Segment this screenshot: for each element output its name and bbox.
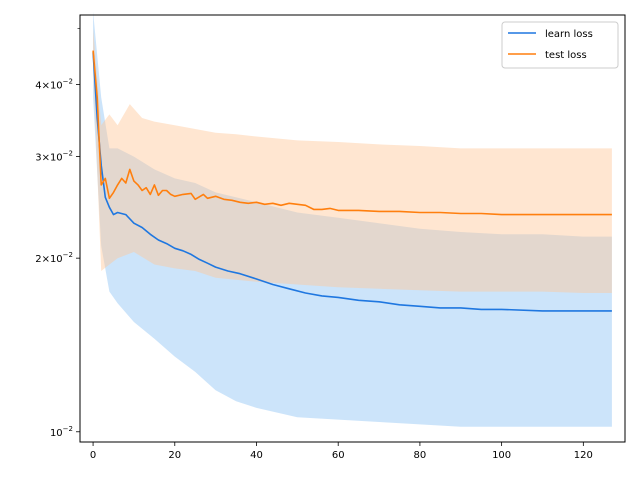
x-tick-label: 20 — [168, 450, 181, 461]
y-tick-label: 3×10−2 — [35, 150, 73, 164]
test-loss-legend-label: test loss — [545, 50, 587, 61]
series-lines — [92, 50, 612, 312]
y-tick-label: 10−2 — [50, 425, 73, 439]
plot-frame — [79, 14, 626, 443]
x-tick-label: 60 — [332, 450, 345, 461]
test-loss-line — [92, 50, 612, 216]
confidence-bands — [93, 11, 612, 427]
test-loss-band — [93, 28, 612, 293]
learn-loss-legend-label: learn loss — [545, 29, 593, 40]
x-tick-label: 100 — [492, 450, 511, 461]
learn-loss-line — [92, 52, 612, 312]
learn-loss-band — [93, 11, 612, 427]
x-tick-label: 40 — [250, 450, 263, 461]
x-axis: 0 20 40 60 80 100 120 — [90, 442, 593, 461]
legend: learn loss test loss — [501, 21, 619, 69]
x-tick-label: 0 — [90, 450, 96, 461]
y-tick-label: 2×10−2 — [35, 251, 73, 265]
x-tick-label: 80 — [414, 450, 427, 461]
y-tick-label: 4×10−2 — [35, 78, 73, 92]
x-tick-label: 120 — [574, 450, 593, 461]
y-axis: 10−2 2×10−2 3×10−2 4×10−2 — [35, 28, 80, 439]
